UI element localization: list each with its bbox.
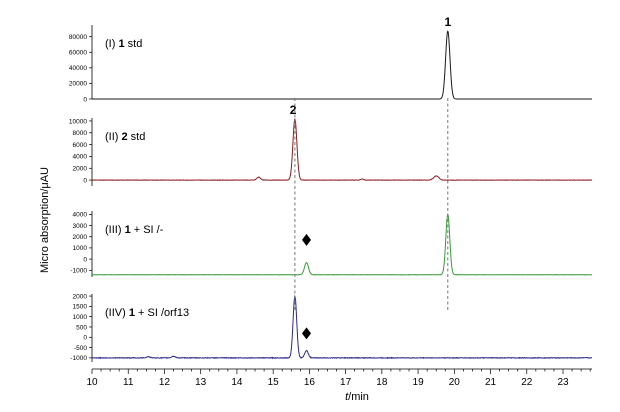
x-tick-label: 10: [86, 377, 98, 388]
panel-3: -1000 0 1000 2000 3000 4000 (III) 1 + SI /-: [70, 211, 593, 277]
y-tick-label: 500: [76, 324, 87, 331]
x-tick-label: 17: [340, 377, 352, 388]
reference-lines: [294, 98, 449, 312]
y-tick-label: 10000: [69, 118, 87, 125]
trace-line: [92, 30, 592, 100]
y-tick-label: 0: [83, 177, 87, 184]
y-tick-label: 2000: [73, 166, 88, 173]
x-tick-label: 12: [159, 377, 171, 388]
y-tick-label: 1500: [73, 304, 88, 311]
x-axis-title-unit: /min: [348, 391, 369, 403]
y-tick-label: 60000: [69, 50, 87, 57]
y-tick-label: 0: [83, 96, 87, 103]
x-tick-label: 18: [376, 377, 388, 388]
x-tick-label: 20: [449, 377, 461, 388]
y-tick-label: -1000: [70, 355, 87, 362]
y-tick-label: 1000: [73, 245, 88, 252]
panel-label-suffix: + SI /orf13: [135, 307, 189, 319]
panel-label-suffix: std: [128, 131, 146, 143]
x-tick-label: 13: [195, 377, 207, 388]
y-tick-label: 0: [83, 335, 87, 342]
x-axis-title-var: t: [345, 391, 349, 403]
panel-label: (I) 1 std: [105, 38, 142, 50]
y-tick-label: -1000: [70, 268, 87, 275]
y-axis-title: Micro absorption/μAU: [39, 167, 51, 273]
y-tick-label: 40000: [69, 65, 87, 72]
x-tick-label: 19: [413, 377, 425, 388]
peak-label: 1: [444, 15, 451, 29]
y-tick-label: 6000: [73, 142, 88, 149]
panel-label-compound: 1: [129, 307, 135, 319]
panel-label-compound: 2: [122, 131, 128, 143]
trace-line: [91, 213, 593, 276]
x-tick-label: 21: [485, 377, 497, 388]
diamond-marker: [301, 327, 311, 340]
panel-label: (II) 2 std: [105, 131, 145, 143]
y-tick-label: 3000: [73, 223, 88, 230]
panel-label: (IIV) 1 + SI /orf13: [105, 307, 189, 319]
x-tick-label: 15: [268, 377, 280, 388]
panel-label-prefix: (I): [105, 38, 118, 50]
y-tick-label: 80000: [69, 34, 87, 41]
y-tick-label: 2000: [73, 234, 88, 241]
y-tick-label: 1000: [73, 314, 88, 321]
panel-4: -1000 -500 0 500 1000 1500 2000 (IIV) 1 + SI /o…: [70, 293, 593, 362]
trace-line: [91, 294, 593, 360]
panel-label-suffix: std: [125, 38, 143, 50]
panel-label-prefix: (IIV): [105, 307, 129, 319]
y-tick-label: 8000: [73, 130, 88, 137]
panel-label-suffix: + SI /-: [131, 224, 164, 236]
panel-label-compound: 1: [118, 38, 124, 50]
trace-line: [91, 118, 593, 181]
x-tick-label: 16: [304, 377, 316, 388]
panel-label: (III) 1 + SI /-: [105, 224, 164, 236]
panel-label-compound: 1: [125, 224, 131, 236]
y-tick-label: 4000: [73, 212, 88, 219]
x-axis: 10 11 12 13 14 15 16 17 18 19 20 21 22 23: [86, 368, 592, 388]
y-tick-label: 20000: [69, 81, 87, 88]
panel-label-prefix: (II): [105, 131, 122, 143]
panel-label-prefix: (III): [105, 224, 125, 236]
y-tick-label: 4000: [73, 154, 88, 161]
x-tick-label: 14: [231, 377, 243, 388]
y-tick-label: 2000: [73, 293, 88, 300]
x-tick-label: 22: [521, 377, 533, 388]
x-axis-title: t/min: [345, 391, 369, 403]
x-tick-label: 11: [123, 377, 134, 388]
x-tick-label: 23: [557, 377, 569, 388]
y-tick-label: -500: [74, 345, 87, 352]
diamond-marker: [301, 233, 311, 246]
peak-label: 2: [290, 103, 297, 117]
y-tick-label: 0: [83, 256, 87, 263]
